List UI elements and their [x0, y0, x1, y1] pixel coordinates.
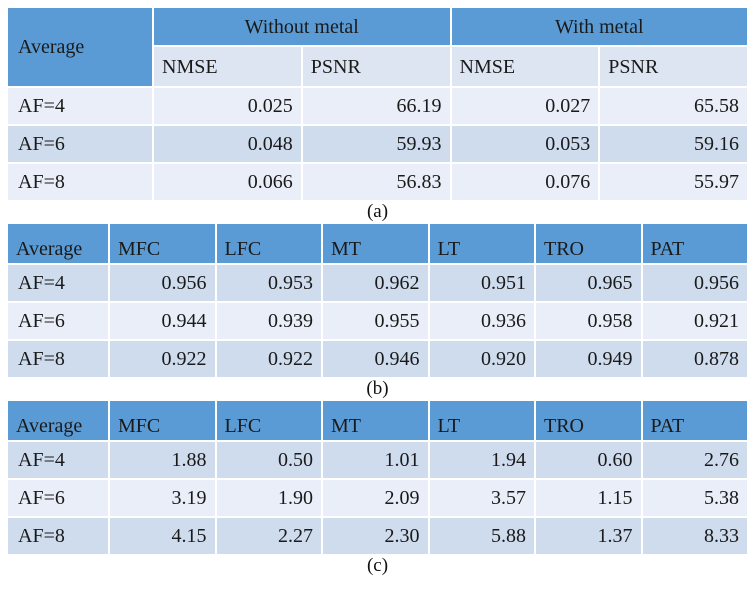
table-b-column-header: PAT [642, 224, 747, 263]
table-a-group-header-with-metal: With metal [451, 8, 747, 45]
table-b-row-label: AF=4 [8, 265, 108, 301]
page: Average Without metal With metal NMSE PS… [8, 8, 747, 576]
table-c-value-cell: 3.57 [429, 480, 534, 516]
table-c-column-header: PAT [642, 401, 747, 440]
table-b-value-cell: 0.920 [429, 341, 534, 377]
table-a-subheader-psnr-1: PSNR [302, 47, 450, 86]
table-b-value-cell: 0.939 [216, 303, 321, 339]
table-c-value-cell: 0.60 [536, 442, 641, 478]
table-c-value-cell: 1.90 [216, 480, 321, 516]
table-b-caption: (b) [366, 378, 389, 399]
table-a-row-label: AF=6 [8, 126, 152, 162]
table-b-value-cell: 0.953 [216, 265, 321, 301]
table-b-value-cell: 0.962 [323, 265, 428, 301]
table-c-value-cell: 2.76 [642, 442, 747, 478]
table-a-value-cell: 0.076 [451, 164, 599, 200]
table-a-value-cell: 56.83 [302, 164, 450, 200]
table-a-subheader-psnr-2: PSNR [600, 47, 747, 86]
table-a-value-cell: 0.025 [154, 88, 301, 124]
table-b-column-header: TRO [536, 224, 641, 263]
table-b-value-cell: 0.949 [536, 341, 641, 377]
table-c-value-cell: 8.33 [642, 518, 747, 554]
table-c-caption: (c) [366, 555, 389, 576]
table-a-value-cell: 0.048 [154, 126, 301, 162]
table-c-column-header: MT [323, 401, 428, 440]
table-b-column-header: LT [429, 224, 534, 263]
table-b-value-cell: 0.922 [110, 341, 215, 377]
table-a-value-cell: 0.053 [451, 126, 599, 162]
table-c-value-cell: 5.88 [429, 518, 534, 554]
table-c-value-cell: 2.30 [323, 518, 428, 554]
table-c-error-by-region: Average MFC LFC MT LT TRO PAT AF=4 1.88 … [8, 401, 747, 554]
table-c-column-header: LT [429, 401, 534, 440]
table-b-value-cell: 0.958 [536, 303, 641, 339]
table-c-value-cell: 1.15 [536, 480, 641, 516]
table-b-row-label: AF=8 [8, 341, 108, 377]
table-b-value-cell: 0.878 [642, 341, 747, 377]
table-c-value-cell: 1.94 [429, 442, 534, 478]
table-b-value-cell: 0.946 [323, 341, 428, 377]
table-b-column-header: Average [8, 224, 108, 263]
table-b-column-header: LFC [216, 224, 321, 263]
table-a-subheader-nmse-1: NMSE [154, 47, 301, 86]
table-a-value-cell: 0.027 [451, 88, 599, 124]
table-c-row-label: AF=4 [8, 442, 108, 478]
table-a-value-cell: 0.066 [154, 164, 301, 200]
table-b-value-cell: 0.921 [642, 303, 747, 339]
table-b-column-header: MFC [110, 224, 215, 263]
table-a-corner-header-average: Average [8, 8, 152, 86]
table-b-value-cell: 0.936 [429, 303, 534, 339]
table-a-group-header-without-metal: Without metal [154, 8, 450, 45]
table-b-value-cell: 0.944 [110, 303, 215, 339]
table-b-value-cell: 0.951 [429, 265, 534, 301]
table-c-column-header: LFC [216, 401, 321, 440]
table-b-value-cell: 0.922 [216, 341, 321, 377]
table-c-value-cell: 4.15 [110, 518, 215, 554]
table-a-value-cell: 55.97 [600, 164, 747, 200]
table-a-value-cell: 59.16 [600, 126, 747, 162]
table-a-row-label: AF=8 [8, 164, 152, 200]
table-c-column-header: TRO [536, 401, 641, 440]
table-b-ssim-by-region: Average MFC LFC MT LT TRO PAT AF=4 0.956… [8, 224, 747, 377]
table-c-column-header: Average [8, 401, 108, 440]
table-c-value-cell: 2.09 [323, 480, 428, 516]
table-c-value-cell: 2.27 [216, 518, 321, 554]
table-b-value-cell: 0.955 [323, 303, 428, 339]
table-b-column-header: MT [323, 224, 428, 263]
table-a-row-label: AF=4 [8, 88, 152, 124]
table-a-value-cell: 59.93 [302, 126, 450, 162]
table-a-caption: (a) [366, 201, 389, 222]
table-a-value-cell: 66.19 [302, 88, 450, 124]
table-c-value-cell: 5.38 [642, 480, 747, 516]
table-b-value-cell: 0.965 [536, 265, 641, 301]
table-c-value-cell: 1.37 [536, 518, 641, 554]
table-c-row-label: AF=8 [8, 518, 108, 554]
table-a-metal-comparison: Average Without metal With metal NMSE PS… [8, 8, 747, 200]
table-a-subheader-nmse-2: NMSE [451, 47, 599, 86]
table-b-row-label: AF=6 [8, 303, 108, 339]
table-c-column-header: MFC [110, 401, 215, 440]
table-c-value-cell: 1.88 [110, 442, 215, 478]
table-c-row-label: AF=6 [8, 480, 108, 516]
table-b-value-cell: 0.956 [110, 265, 215, 301]
table-c-value-cell: 1.01 [323, 442, 428, 478]
table-b-value-cell: 0.956 [642, 265, 747, 301]
table-c-value-cell: 3.19 [110, 480, 215, 516]
table-c-value-cell: 0.50 [216, 442, 321, 478]
table-a-value-cell: 65.58 [600, 88, 747, 124]
